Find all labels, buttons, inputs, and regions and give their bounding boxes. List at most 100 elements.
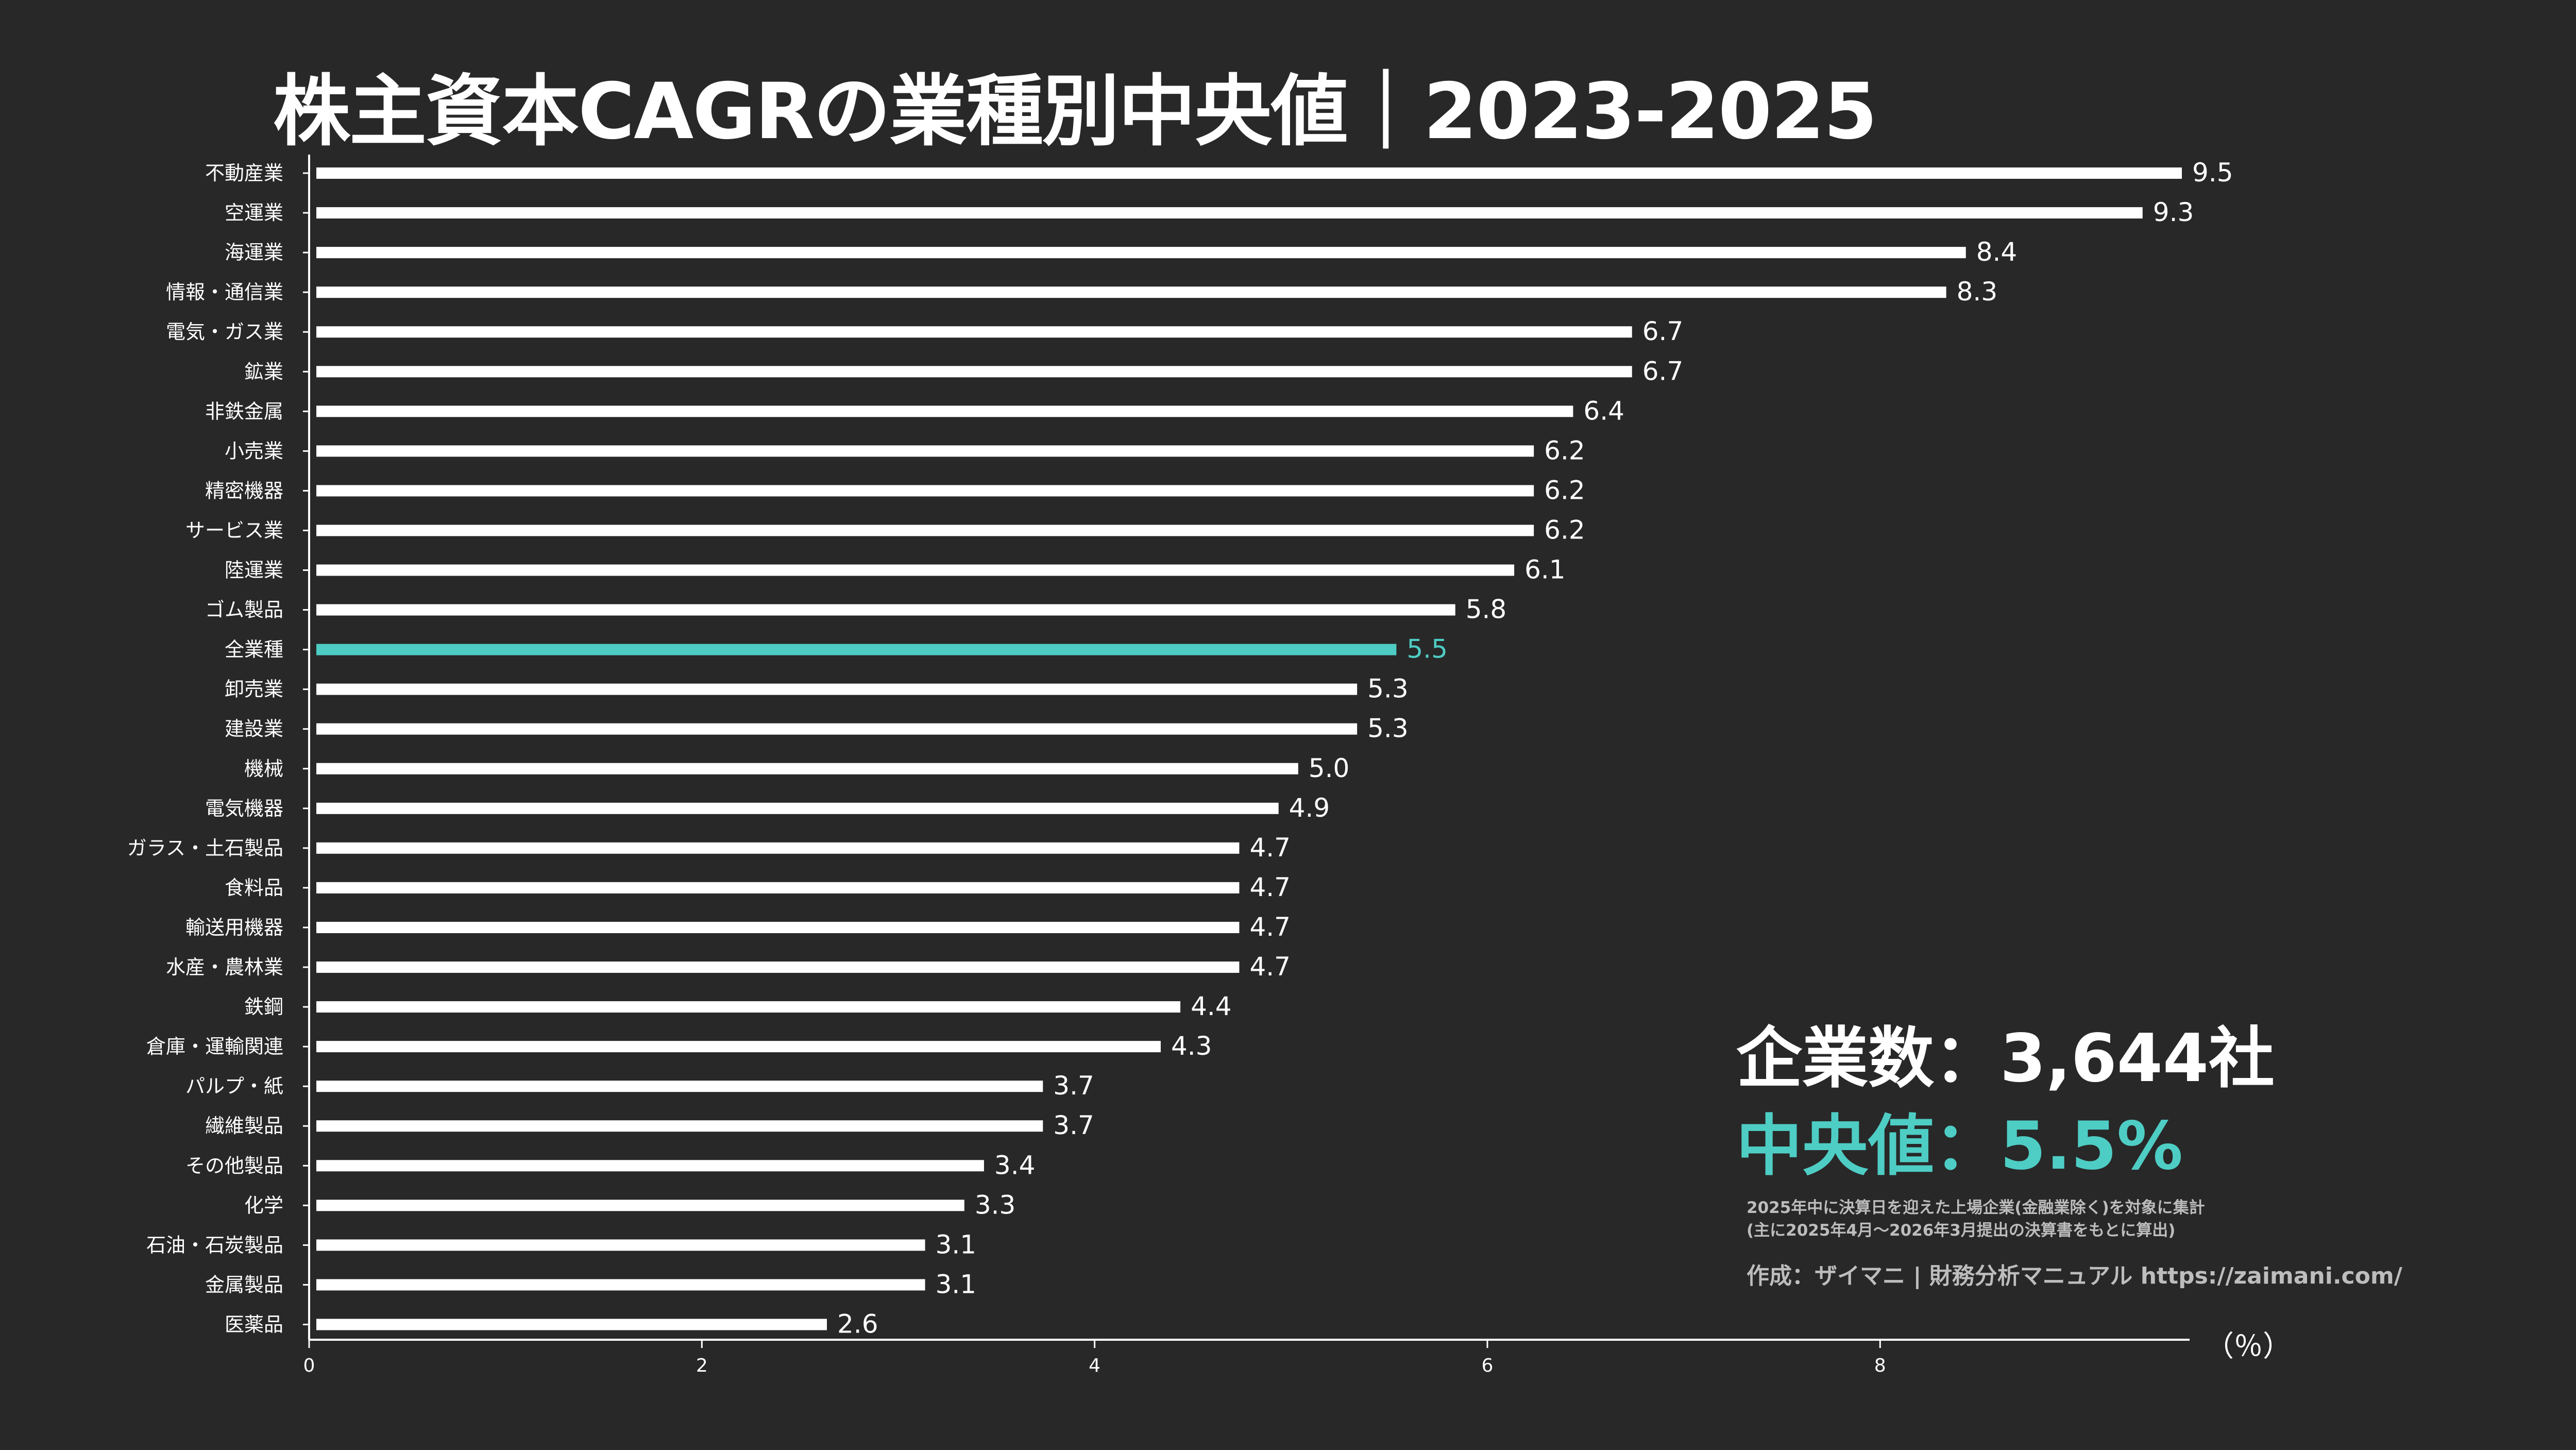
category-label: 金属製品 <box>205 1273 283 1296</box>
value-label: 8.4 <box>1976 237 2018 267</box>
category-label: 陸運業 <box>225 559 283 582</box>
value-label: 2.6 <box>837 1309 878 1339</box>
bar <box>316 1319 827 1330</box>
bar <box>316 882 1240 893</box>
bar <box>316 683 1358 695</box>
footnote-line: (主に2025年4月〜2026年3月提出の決算書をもとに算出) <box>1747 1221 2176 1240</box>
bar <box>316 406 1573 417</box>
category-label: ゴム製品 <box>205 599 283 621</box>
bar <box>316 1160 984 1172</box>
category-label: 石油・石炭製品 <box>146 1234 283 1256</box>
x-tick-label: 2 <box>696 1355 708 1376</box>
value-label: 6.2 <box>1544 475 1585 505</box>
credit-text: 作成：ザイマニ | 財務分析マニュアル https://zaimani.com/ <box>1747 1263 2402 1289</box>
bar <box>316 1001 1181 1013</box>
value-label: 5.8 <box>1466 595 1507 625</box>
bar <box>316 1239 925 1251</box>
value-label: 9.5 <box>2192 158 2233 188</box>
bar <box>316 326 1632 338</box>
bar <box>316 802 1279 814</box>
value-label: 4.7 <box>1249 872 1291 902</box>
value-label: 3.3 <box>975 1190 1016 1220</box>
category-label: 食料品 <box>225 876 283 899</box>
bar <box>316 207 2143 219</box>
bar <box>316 485 1534 497</box>
value-label: 5.3 <box>1367 674 1409 704</box>
x-tick-label: 4 <box>1089 1355 1100 1376</box>
value-label: 3.1 <box>936 1229 977 1259</box>
bar <box>316 723 1358 735</box>
median-stat: 中央値：5.5% <box>1736 1108 2183 1185</box>
category-label: 繊維製品 <box>205 1115 283 1137</box>
bar <box>316 1081 1043 1092</box>
bar <box>316 1279 925 1291</box>
value-label: 4.4 <box>1191 991 1232 1021</box>
value-label: 3.1 <box>936 1269 977 1299</box>
category-label: 倉庫・運輸関連 <box>146 1035 283 1058</box>
category-label: ガラス・土石製品 <box>127 837 283 859</box>
value-label: 9.3 <box>2153 197 2194 227</box>
value-label: 6.2 <box>1544 435 1585 465</box>
bar <box>316 1120 1043 1132</box>
bar <box>316 962 1240 973</box>
chart-title: 株主資本CAGRの業種別中央値｜2023-2025 <box>273 67 1877 157</box>
value-label: 5.3 <box>1367 714 1409 744</box>
category-label: その他製品 <box>185 1154 283 1177</box>
bar <box>316 1200 964 1211</box>
value-label: 4.9 <box>1289 793 1330 823</box>
value-label: 4.7 <box>1249 912 1291 942</box>
category-label: 電気機器 <box>205 797 283 820</box>
footnote: 2025年中に決算日を迎えた上場企業(金融業除く)を対象に集計 (主に2025年… <box>1747 1196 2205 1242</box>
category-label: 化学 <box>244 1194 283 1217</box>
bar <box>316 445 1534 457</box>
bar <box>316 564 1515 576</box>
category-label: 不動産業 <box>205 162 283 184</box>
bar <box>316 604 1455 616</box>
category-label: 海運業 <box>225 241 283 264</box>
value-label: 4.7 <box>1249 952 1291 982</box>
category-label: 卸売業 <box>225 678 283 701</box>
value-label: 3.4 <box>994 1150 1036 1180</box>
category-label: 電気・ガス業 <box>166 321 283 343</box>
value-label: 3.7 <box>1053 1110 1094 1140</box>
category-label: 鉄鋼 <box>244 996 283 1018</box>
category-label: 精密機器 <box>205 479 283 502</box>
bar <box>316 763 1298 774</box>
category-label: 空運業 <box>225 201 283 224</box>
value-label: 6.7 <box>1642 356 1684 386</box>
bar <box>316 644 1397 655</box>
category-label: 建設業 <box>225 718 283 740</box>
value-label: 4.7 <box>1249 833 1291 863</box>
category-label: 非鉄金属 <box>205 400 283 423</box>
bar <box>316 1041 1161 1053</box>
value-label: 8.3 <box>1957 277 1998 307</box>
category-label: 機械 <box>244 757 283 780</box>
bar <box>316 167 2182 179</box>
bar <box>316 247 1966 259</box>
bar <box>316 286 1946 298</box>
category-label: 情報・通信業 <box>166 281 283 304</box>
bar <box>316 366 1632 378</box>
x-axis-unit-label: （％） <box>2205 1330 2292 1363</box>
value-label: 6.2 <box>1544 515 1585 545</box>
x-tick-label: 6 <box>1481 1355 1493 1376</box>
category-label: 小売業 <box>225 440 283 462</box>
company-count-stat: 企業数：3,644社 <box>1736 1020 2275 1097</box>
category-label: 医薬品 <box>225 1313 283 1336</box>
x-tick-label: 0 <box>303 1355 315 1376</box>
value-label: 4.3 <box>1171 1031 1212 1061</box>
value-label: 6.1 <box>1524 555 1566 585</box>
category-label: サービス業 <box>185 519 283 542</box>
bar <box>316 842 1240 854</box>
bar <box>316 525 1534 536</box>
category-label: パルプ・紙 <box>185 1075 283 1098</box>
value-label: 6.4 <box>1583 396 1624 426</box>
value-label: 5.5 <box>1406 634 1448 664</box>
footnote-line: 2025年中に決算日を迎えた上場企業(金融業除く)を対象に集計 <box>1747 1199 2205 1217</box>
category-label: 全業種 <box>225 638 283 661</box>
category-label: 鉱業 <box>244 360 283 383</box>
category-label: 輸送用機器 <box>185 916 283 939</box>
value-label: 3.7 <box>1053 1071 1094 1101</box>
value-label: 5.0 <box>1309 753 1350 783</box>
